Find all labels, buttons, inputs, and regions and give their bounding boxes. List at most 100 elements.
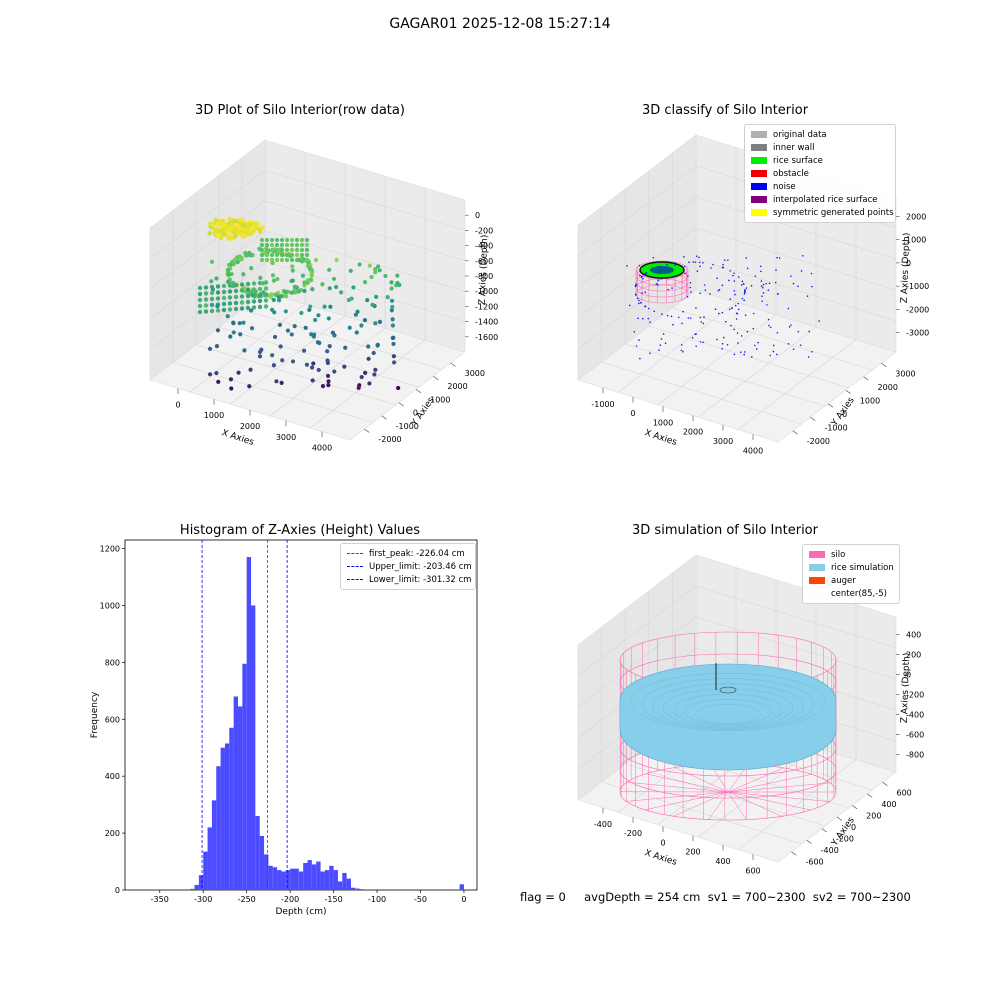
data-point — [197, 303, 203, 309]
data-point — [327, 344, 332, 349]
noise-point — [736, 332, 739, 334]
data-point — [328, 304, 333, 309]
y-tick-label: 200 — [105, 829, 120, 838]
histogram-bar — [337, 881, 343, 890]
noise-point — [640, 302, 642, 304]
grid-line — [269, 327, 386, 417]
data-point — [284, 247, 290, 253]
y-tick-label: 1200 — [100, 545, 120, 554]
noise-point — [776, 331, 779, 334]
panel3-title: Histogram of Z-Axies (Height) Values — [179, 523, 421, 538]
noise-point — [734, 304, 737, 307]
data-point — [369, 274, 374, 280]
legend-label: Upper_limit: -203.46 cm — [369, 561, 472, 572]
data-point — [238, 217, 243, 223]
data-point — [263, 286, 269, 291]
histogram-bar — [198, 875, 204, 890]
data-point — [289, 257, 295, 263]
noise-point — [647, 307, 650, 310]
data-point — [228, 334, 233, 339]
data-point — [363, 370, 368, 376]
data-point — [261, 290, 266, 295]
noise-point — [692, 261, 695, 263]
noise-point — [636, 297, 639, 300]
noise-point — [729, 270, 731, 272]
tick-label: 0 — [630, 409, 635, 418]
data-point — [299, 237, 305, 243]
axis-pane — [149, 139, 266, 381]
data-point — [299, 257, 305, 263]
data-point — [302, 280, 307, 285]
data-point — [218, 235, 224, 241]
noise-point — [642, 317, 644, 320]
noise-point — [634, 284, 637, 287]
grid-line — [218, 326, 420, 388]
noise-point — [762, 292, 765, 294]
data-point — [326, 383, 331, 388]
data-point — [197, 297, 203, 303]
noise-point — [680, 344, 683, 346]
data-point — [241, 320, 246, 325]
noise-point — [660, 338, 663, 340]
x-tick-label: -350 — [151, 895, 169, 904]
tick-label: -2000 — [378, 435, 401, 444]
noise-point — [639, 357, 641, 360]
y-tick-label: 0 — [115, 886, 120, 895]
noise-point — [808, 330, 810, 333]
data-point — [395, 280, 400, 286]
data-point — [251, 299, 257, 304]
tick-label: 200 — [685, 848, 700, 857]
tick-label: 0 — [906, 259, 911, 268]
data-point — [334, 258, 339, 263]
noise-point — [731, 307, 733, 309]
noise-point — [776, 293, 779, 295]
data-point — [213, 217, 218, 223]
noise-point — [766, 304, 768, 306]
noise-point — [775, 269, 777, 271]
noise-point — [768, 324, 770, 327]
legend-swatch — [751, 144, 767, 151]
noise-point — [655, 283, 658, 285]
data-point — [242, 348, 247, 353]
noise-point — [698, 261, 701, 264]
panel2-title: 3D classify of Silo Interior — [641, 103, 809, 118]
grid-line — [241, 309, 443, 370]
tick-label: -2000 — [807, 437, 830, 446]
noise-point — [709, 293, 711, 295]
data-point — [207, 346, 213, 351]
tick-label: -1000 — [906, 282, 929, 291]
data-point — [264, 247, 270, 253]
data-point — [209, 296, 215, 302]
legend-swatch — [751, 209, 767, 216]
noise-point — [699, 316, 702, 319]
tick-label: 3000 — [713, 437, 733, 446]
data-point — [299, 242, 305, 248]
data-point — [299, 252, 305, 258]
data-point — [251, 305, 257, 310]
data-point — [326, 379, 331, 384]
tick-label: -600 — [475, 257, 493, 266]
noise-point — [725, 320, 727, 323]
data-point — [257, 354, 263, 359]
data-point — [299, 247, 305, 253]
histogram-bar — [194, 884, 199, 890]
noise-point — [644, 291, 647, 294]
noise-point — [723, 259, 726, 261]
noise-point — [744, 351, 746, 353]
noise-point — [721, 347, 723, 350]
noise-point — [765, 282, 767, 285]
noise-point — [733, 328, 735, 331]
noise-point — [677, 316, 680, 319]
data-point — [279, 247, 285, 253]
histogram-bar — [237, 706, 243, 890]
legend-swatch — [809, 590, 825, 597]
legend-line — [347, 553, 363, 554]
noise-point — [776, 256, 778, 259]
data-point — [214, 370, 219, 376]
data-point — [325, 349, 330, 354]
data-point — [294, 237, 300, 243]
noise-point — [695, 345, 697, 348]
noise-point — [689, 317, 692, 319]
noise-point — [704, 289, 707, 291]
tick-label: 200 — [866, 811, 881, 820]
